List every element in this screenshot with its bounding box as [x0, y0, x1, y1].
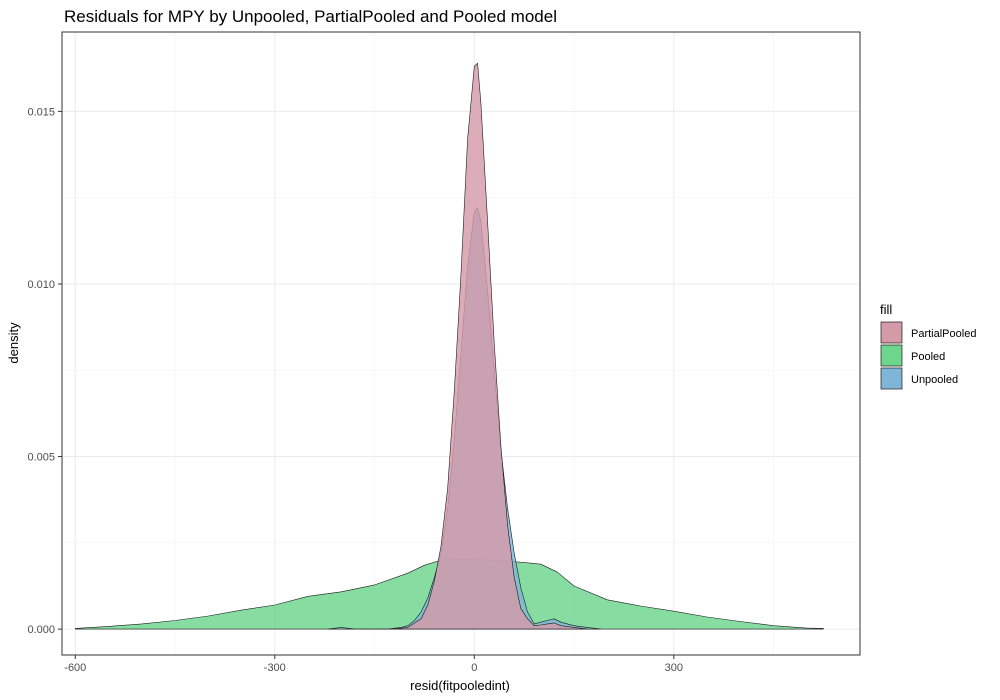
y-tick-label: 0.015 — [27, 106, 55, 118]
legend-title: fill — [880, 302, 892, 317]
x-tick-label: -300 — [264, 662, 286, 674]
y-axis: 0.000 0.005 0.010 0.015 — [27, 106, 62, 636]
x-tick-label: 0 — [471, 662, 477, 674]
y-tick-label: 0.005 — [27, 452, 55, 464]
y-axis-label: density — [6, 322, 21, 364]
panel-border — [61, 31, 861, 656]
series-layer — [75, 62, 824, 630]
legend: fill PartialPooled Pooled Unpooled — [880, 302, 976, 390]
y-tick-label: 0.000 — [27, 624, 55, 636]
x-tick-label: -600 — [64, 662, 86, 674]
x-axis-label: resid(fitpooledint) — [410, 678, 510, 693]
density-area-partialpooled — [394, 62, 588, 630]
x-axis: -600 -300 0 300 — [64, 655, 683, 674]
legend-key-partialpooled — [880, 321, 903, 344]
y-tick-label: 0.010 — [27, 279, 55, 291]
legend-label-pooled: Pooled — [911, 351, 945, 363]
legend-label-partialpooled: PartialPooled — [911, 328, 976, 340]
legend-key-unpooled — [880, 367, 903, 390]
x-tick-label: 300 — [665, 662, 683, 674]
legend-label-unpooled: Unpooled — [911, 374, 958, 386]
legend-key-pooled — [880, 344, 903, 367]
chart-title: Residuals for MPY by Unpooled, PartialPo… — [64, 7, 557, 26]
